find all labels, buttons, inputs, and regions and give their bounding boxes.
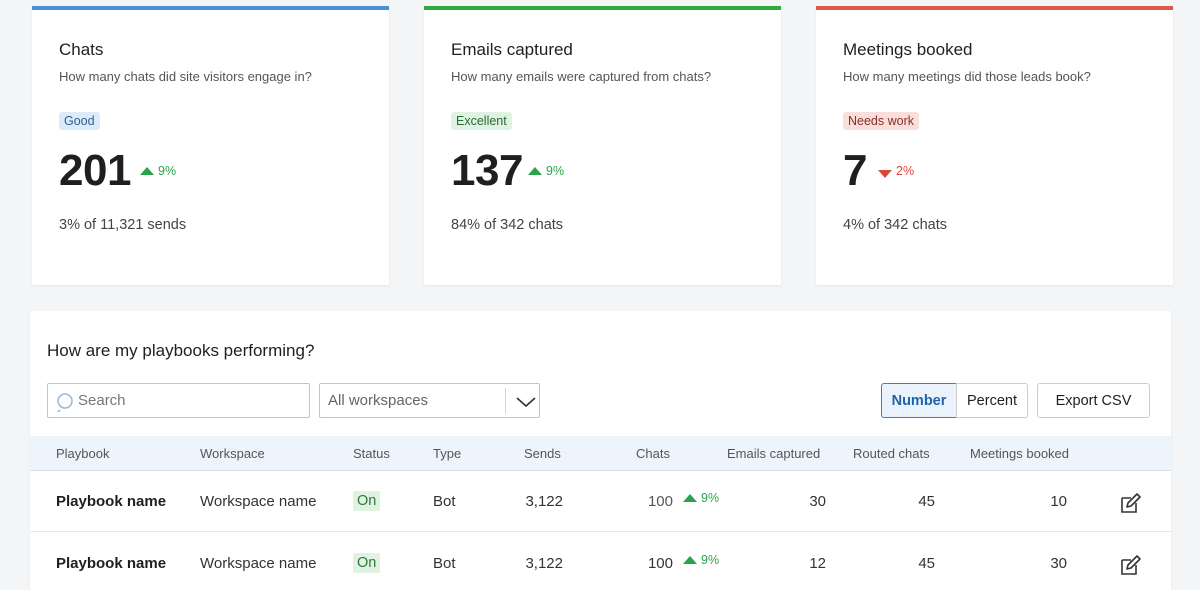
delta-value: 9% bbox=[701, 491, 720, 505]
metric-delta: 9% bbox=[140, 164, 176, 178]
workspace-select[interactable]: All workspaces bbox=[319, 383, 540, 418]
metric-value: 201 bbox=[59, 146, 131, 195]
card-title: Emails captured bbox=[451, 40, 573, 59]
metric-value: 137 bbox=[451, 146, 523, 195]
search-box[interactable] bbox=[47, 383, 310, 418]
panel-title: How are my playbooks performing? bbox=[47, 341, 315, 360]
search-icon bbox=[56, 393, 73, 412]
column-header-sends[interactable]: Sends bbox=[524, 446, 561, 461]
workspace-name: Workspace name bbox=[200, 555, 317, 572]
card-subtitle: How many chats did site visitors engage … bbox=[59, 69, 312, 84]
down-arrow-icon bbox=[878, 170, 892, 178]
sends-value: 3,122 bbox=[525, 493, 563, 510]
card-subtitle: How many meetings did those leads book? bbox=[843, 69, 1091, 84]
emails-value: 12 bbox=[809, 555, 826, 572]
chats-card: Chats How many chats did site visitors e… bbox=[32, 6, 389, 285]
playbooks-panel: How are my playbooks performing? All wor… bbox=[30, 311, 1171, 590]
routed-value: 45 bbox=[918, 555, 935, 572]
workspace-select-value: All workspaces bbox=[328, 392, 429, 409]
delta-value: 9% bbox=[158, 164, 177, 178]
type-value: Bot bbox=[433, 493, 456, 510]
status-badge: On bbox=[353, 553, 381, 573]
table-header: Playbook Workspace Status Type Sends Cha… bbox=[30, 436, 1171, 471]
column-header-meetings-booked[interactable]: Meetings booked bbox=[970, 446, 1070, 461]
up-arrow-icon bbox=[528, 167, 542, 175]
card-subtitle: How many emails were captured from chats… bbox=[451, 69, 712, 84]
up-arrow-icon bbox=[683, 556, 697, 564]
status-badge: On bbox=[353, 491, 381, 511]
percent-toggle-button[interactable]: Percent bbox=[956, 383, 1028, 418]
status-badge: Excellent bbox=[451, 112, 512, 130]
column-header-type[interactable]: Type bbox=[433, 446, 462, 461]
export-csv-button[interactable]: Export CSV bbox=[1037, 383, 1150, 418]
edit-icon[interactable] bbox=[1118, 492, 1142, 516]
table-row[interactable]: Playbook name Workspace name On Bot 3,12… bbox=[30, 471, 1171, 532]
emails-card: Emails captured How many emails were cap… bbox=[424, 6, 781, 285]
workspace-name: Workspace name bbox=[200, 493, 317, 510]
card-footer: 84% of 342 chats bbox=[451, 217, 564, 233]
search-input[interactable] bbox=[78, 384, 304, 417]
card-title: Chats bbox=[59, 40, 104, 59]
column-header-chats[interactable]: Chats bbox=[636, 446, 670, 461]
select-divider bbox=[505, 388, 506, 414]
chats-delta: 9% bbox=[683, 553, 719, 567]
delta-value: 9% bbox=[546, 164, 565, 178]
table-row[interactable]: Playbook name Workspace name On Bot 3,12… bbox=[30, 533, 1171, 590]
metric-value: 7 bbox=[843, 146, 867, 195]
column-header-playbook[interactable]: Playbook bbox=[56, 446, 110, 461]
column-header-workspace[interactable]: Workspace bbox=[200, 446, 265, 461]
type-value: Bot bbox=[433, 555, 456, 572]
routed-value: 45 bbox=[918, 493, 935, 510]
chats-value: 100 bbox=[647, 493, 673, 510]
metric-delta: 9% bbox=[528, 164, 564, 178]
chats-delta: 9% bbox=[683, 491, 719, 505]
metric-delta: 2% bbox=[878, 164, 914, 178]
delta-value: 2% bbox=[896, 164, 915, 178]
chats-value: 100 bbox=[647, 555, 673, 572]
column-header-routed-chats[interactable]: Routed chats bbox=[853, 446, 930, 461]
column-header-status[interactable]: Status bbox=[353, 446, 390, 461]
meetings-card: Meetings booked How many meetings did th… bbox=[816, 6, 1173, 285]
status-badge: Good bbox=[59, 112, 100, 130]
card-title: Meetings booked bbox=[843, 40, 973, 59]
playbook-name[interactable]: Playbook name bbox=[56, 493, 167, 510]
sends-value: 3,122 bbox=[525, 555, 563, 572]
status-badge: Needs work bbox=[843, 112, 919, 130]
meetings-value: 30 bbox=[1050, 555, 1067, 572]
card-footer: 4% of 342 chats bbox=[843, 217, 947, 233]
card-footer: 3% of 11,321 sends bbox=[59, 217, 187, 233]
meetings-value: 10 bbox=[1050, 493, 1067, 510]
up-arrow-icon bbox=[683, 494, 697, 502]
delta-value: 9% bbox=[701, 553, 720, 567]
number-toggle-button[interactable]: Number bbox=[881, 383, 957, 418]
up-arrow-icon bbox=[140, 167, 154, 175]
emails-value: 30 bbox=[809, 493, 826, 510]
playbook-name[interactable]: Playbook name bbox=[56, 555, 167, 572]
edit-icon[interactable] bbox=[1118, 554, 1142, 578]
chevron-down-icon[interactable] bbox=[515, 393, 537, 409]
column-header-emails-captured[interactable]: Emails captured bbox=[727, 446, 821, 461]
